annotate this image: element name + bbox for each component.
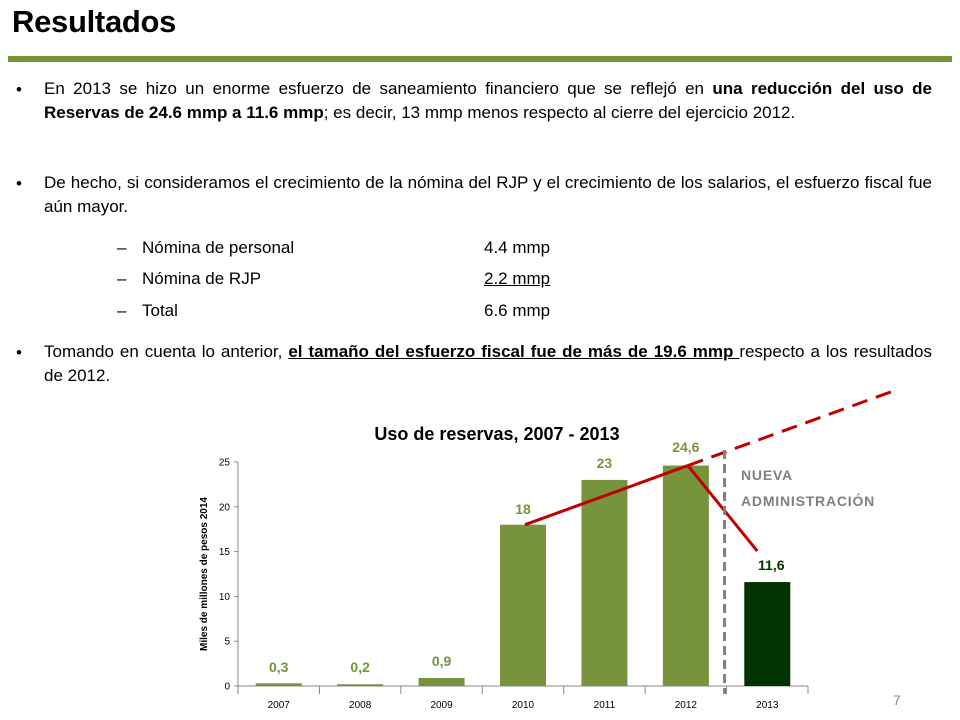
trend-line-growth bbox=[524, 464, 689, 527]
bullet-1-bold: una reducción del uso de Reservas de 24.… bbox=[44, 79, 932, 122]
bar-2010 bbox=[500, 524, 546, 686]
x-tick-label-2007: 2007 bbox=[268, 700, 291, 711]
y-tick-label: 10 bbox=[219, 592, 231, 603]
bullet-1-post: ; es decir, 13 mmp menos respecto al cie… bbox=[323, 102, 796, 122]
y-tick-label: 25 bbox=[219, 458, 231, 469]
x-tick-label-2011: 2011 bbox=[594, 700, 616, 711]
bullet-3-bold: el tamaño del esfuerzo fiscal fue de más… bbox=[288, 342, 740, 361]
data-label-2011: 23 bbox=[597, 455, 613, 471]
data-label-2010: 18 bbox=[515, 501, 531, 517]
y-axis-label: Miles de millones de pesos 2014 bbox=[199, 497, 210, 651]
breakdown-value-total: 6.6 mmp bbox=[484, 301, 551, 320]
bar-2012 bbox=[662, 465, 709, 686]
bullet-1-text: En 2013 se hizo un enorme esfuerzo de sa… bbox=[44, 77, 932, 124]
bullet-1-pre: En 2013 se hizo un enorme esfuerzo de sa… bbox=[44, 79, 713, 98]
y-tick-label: 20 bbox=[219, 502, 231, 513]
annotation-line-2: ADMINISTRACIÓN bbox=[741, 492, 875, 509]
breakdown-label-total: Total bbox=[142, 301, 178, 320]
bar-2008 bbox=[337, 684, 384, 686]
x-tick-label-2009: 2009 bbox=[430, 700, 453, 711]
data-label-2007: 0,3 bbox=[269, 659, 289, 675]
data-label-2013: 11,6 bbox=[758, 557, 785, 573]
title-underline bbox=[8, 56, 952, 62]
chart-title: Uso de reservas, 2007 - 2013 bbox=[374, 424, 619, 444]
x-tick-label-2010: 2010 bbox=[512, 700, 535, 711]
bullet-3-post: respecto a los resultados de 2012. bbox=[44, 342, 932, 385]
page-number: 7 bbox=[893, 692, 901, 708]
slide-title: Resultados bbox=[12, 4, 177, 39]
breakdown-label-rjp: Nómina de RJP bbox=[142, 269, 262, 288]
bullet-3-pre: Tomando en cuenta lo anterior, bbox=[44, 342, 289, 361]
data-label-2012: 24,6 bbox=[672, 439, 699, 455]
y-tick-label: 15 bbox=[219, 547, 231, 558]
x-tick-label-2008: 2008 bbox=[349, 700, 372, 711]
y-tick-label: 0 bbox=[224, 682, 230, 693]
data-label-2009: 0,9 bbox=[432, 653, 452, 669]
trend-line-drop bbox=[686, 464, 759, 553]
bar-2011 bbox=[581, 479, 628, 686]
bar-2013 bbox=[744, 582, 791, 686]
breakdown-dash: ‒ bbox=[117, 269, 127, 288]
breakdown-label-personal: Nómina de personal bbox=[142, 238, 295, 257]
bullet-2-text: De hecho, si consideramos el crecimiento… bbox=[44, 173, 932, 216]
bullet-marker: • bbox=[16, 80, 22, 99]
bar-2009 bbox=[418, 677, 465, 686]
data-label-2008: 0,2 bbox=[350, 659, 370, 675]
x-tick-label-2012: 2012 bbox=[675, 700, 698, 711]
bullet-marker: • bbox=[16, 174, 22, 193]
trend-line-projection bbox=[687, 390, 893, 467]
bullet-marker: • bbox=[16, 343, 22, 362]
breakdown-dash: ‒ bbox=[117, 301, 127, 320]
x-tick-label-2013: 2013 bbox=[756, 700, 779, 711]
breakdown-value-personal: 4.4 mmp bbox=[484, 238, 551, 257]
bullet-3-text: Tomando en cuenta lo anterior, el tamaño… bbox=[44, 340, 932, 387]
breakdown-value-rjp: 2.2 mmp bbox=[484, 269, 551, 288]
bar-2007 bbox=[255, 683, 302, 686]
y-tick-label: 5 bbox=[224, 637, 230, 648]
annotation-line-1: NUEVA bbox=[741, 467, 793, 483]
breakdown-dash: ‒ bbox=[117, 238, 127, 257]
